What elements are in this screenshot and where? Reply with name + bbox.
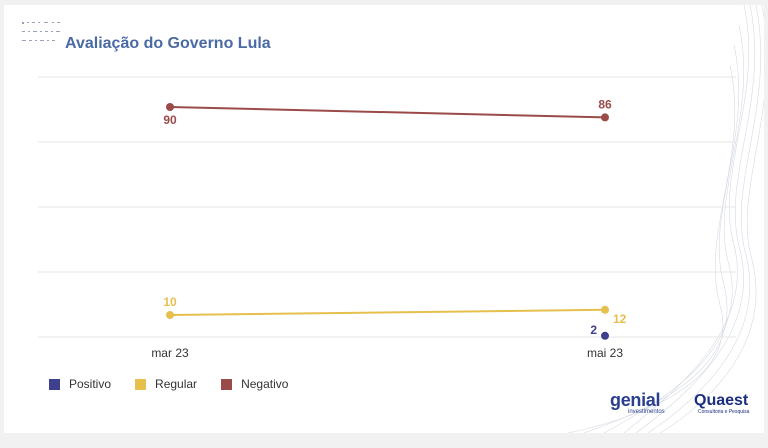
quaest-logo-name: Quaest bbox=[694, 392, 749, 409]
quaest-logo-sub: Consultoria e Pesquisa bbox=[698, 409, 750, 415]
quaest-logo: Quaest Consultoria e Pesquisa bbox=[694, 393, 758, 423]
x-tick-label-1: mai 23 bbox=[587, 346, 623, 360]
slide: Avaliação do Governo Lula mar 23 mai 23 90… bbox=[4, 5, 764, 433]
genial-logo-sub: investimentos bbox=[628, 409, 665, 415]
legend-label-regular: Regular bbox=[155, 377, 198, 391]
line-chart: mar 23 mai 23 90 86 10 12 2 bbox=[38, 76, 736, 360]
chart-title: Avaliação do Governo Lula bbox=[65, 35, 271, 52]
legend-item-positivo: Positivo bbox=[49, 377, 111, 391]
genial-logo-name: genial bbox=[610, 390, 661, 410]
data-point-regular-0 bbox=[166, 311, 174, 319]
series-line-regular bbox=[169, 308, 606, 316]
legend-swatch-negativo bbox=[221, 378, 233, 390]
data-label-negativo-1: 86 bbox=[598, 97, 612, 111]
legend-label-negativo: Negativo bbox=[241, 377, 289, 391]
data-point-negativo-0 bbox=[166, 103, 174, 111]
x-tick-label-0: mar 23 bbox=[151, 346, 189, 360]
data-point-negativo-1 bbox=[601, 113, 609, 122]
series-line-negativo bbox=[169, 106, 606, 119]
legend-label-positivo: Positivo bbox=[69, 377, 112, 391]
data-label-positivo-1: 2 bbox=[590, 323, 597, 337]
legend-swatch-regular bbox=[135, 378, 147, 390]
decorative-waves bbox=[567, 5, 764, 433]
legend-item-negativo: Negativo bbox=[221, 377, 288, 391]
data-label-regular-0: 10 bbox=[163, 295, 177, 309]
data-point-positivo-1 bbox=[601, 331, 609, 340]
chart-legend: Positivo Regular Negativo bbox=[49, 377, 312, 391]
legend-item-regular: Regular bbox=[135, 377, 197, 391]
decorative-dots bbox=[22, 22, 60, 41]
data-point-regular-1 bbox=[601, 305, 609, 314]
data-label-negativo-0: 90 bbox=[163, 113, 177, 127]
legend-swatch-positivo bbox=[49, 378, 60, 390]
genial-logo: genial investimentos bbox=[610, 391, 682, 421]
data-label-regular-1: 12 bbox=[613, 312, 627, 326]
